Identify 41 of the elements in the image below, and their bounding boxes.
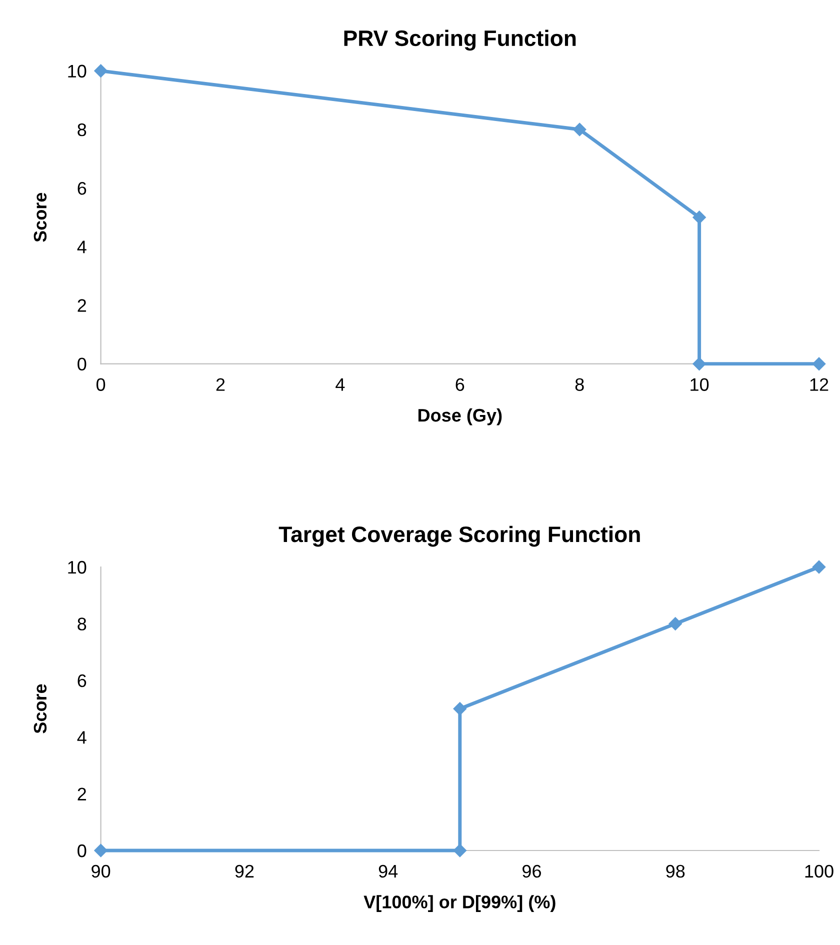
point — [668, 617, 682, 630]
y-tick-label: 0 — [78, 844, 86, 858]
point — [94, 64, 108, 78]
chart-title: Target Coverage Scoring Function — [278, 526, 640, 547]
point — [812, 560, 826, 574]
point — [692, 210, 706, 224]
point — [453, 702, 466, 716]
y-tick-label: 4 — [77, 240, 86, 254]
x-tick-label: 12 — [810, 378, 828, 391]
y-axis-title: Score — [34, 192, 47, 242]
y-tick-label: 10 — [68, 64, 86, 78]
point — [692, 357, 706, 370]
x-tick-label: 10 — [690, 378, 709, 391]
point — [453, 844, 466, 858]
x-tick-label: 4 — [336, 378, 345, 391]
y-tick-label: 6 — [78, 674, 86, 688]
x-axis-title: V[100%] or D[99%] (%) — [364, 895, 556, 912]
point — [573, 122, 586, 136]
x-tick-label: 94 — [378, 864, 398, 878]
y-tick-label: 8 — [78, 123, 86, 136]
chart-title: PRV Scoring Function — [344, 30, 576, 51]
point — [94, 844, 108, 858]
y-tick-label: 0 — [78, 358, 86, 371]
x-tick-label: 8 — [575, 378, 584, 391]
x-tick-label: 98 — [666, 864, 685, 878]
x-tick-label: 100 — [805, 864, 834, 878]
y-tick-label: 2 — [78, 788, 86, 800]
x-tick-label: 90 — [92, 864, 110, 878]
x-tick-label: 92 — [235, 864, 254, 878]
x-tick-label: 0 — [96, 378, 106, 391]
x-tick-label: 96 — [522, 864, 541, 878]
y-axis-title: Score — [34, 684, 47, 734]
x-axis-title: Dose (Gy) — [418, 408, 502, 426]
point — [812, 357, 826, 370]
x-tick-label: 6 — [456, 378, 464, 391]
x-tick-label: 2 — [216, 378, 225, 391]
y-tick-label: 6 — [78, 182, 86, 195]
y-tick-label: 4 — [77, 731, 86, 744]
y-tick-label: 2 — [78, 299, 86, 312]
y-tick-label: 10 — [68, 560, 86, 574]
y-tick-label: 8 — [78, 618, 86, 630]
